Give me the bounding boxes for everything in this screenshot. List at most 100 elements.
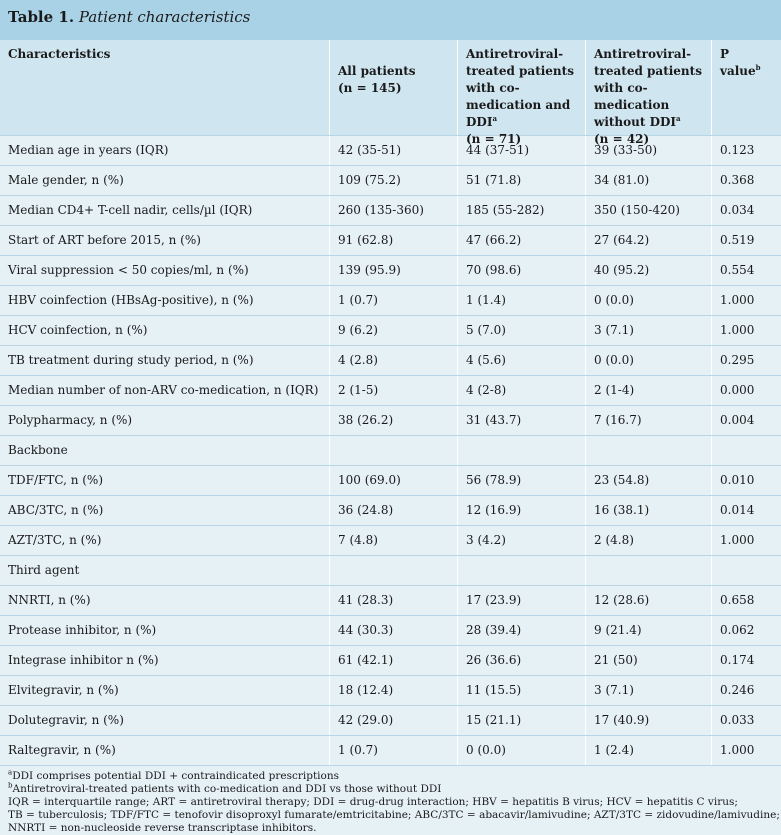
footnote: TB = tuberculosis; TDF/FTC = tenofovir d… (8, 809, 780, 821)
cell-all-patients: 1 (0.7) (330, 736, 458, 765)
table-row: ABC/3TC, n (%) 36 (24.8) 12 (16.9) 16 (38.1… (0, 496, 781, 526)
row-label: Start of ART before 2015, n (%) (0, 226, 330, 255)
cell-with-ddi: 31 (43.7) (458, 406, 586, 435)
cell-all-patients: 44 (30.3) (330, 616, 458, 645)
header-characteristics: Characteristics (0, 40, 330, 135)
cell-without-ddi (586, 556, 712, 585)
cell-with-ddi: 51 (71.8) (458, 166, 586, 195)
cell-all-patients: 91 (62.8) (330, 226, 458, 255)
cell-with-ddi: 28 (39.4) (458, 616, 586, 645)
table-row: Integrase inhibitor n (%) 61 (42.1) 26 (36… (0, 646, 781, 676)
row-label: Dolutegravir, n (%) (0, 706, 330, 735)
row-label: HBV coinfection (HBsAg-positive), n (%) (0, 286, 330, 315)
cell-with-ddi: 4 (2-8) (458, 376, 586, 405)
cell-all-patients: 1 (0.7) (330, 286, 458, 315)
cell-all-patients (330, 436, 458, 465)
cell-p-value: 0.034 (720, 203, 755, 217)
cell-with-ddi: 0 (0.0) (458, 736, 586, 765)
row-label: TDF/FTC, n (%) (0, 466, 330, 495)
cell-without-ddi: 39 (33-50) (586, 136, 712, 165)
cell-without-ddi: 16 (38.1) (586, 496, 712, 525)
cell-all-patients: 260 (135-360) (330, 196, 458, 225)
table-row: Polypharmacy, n (%) 38 (26.2) 31 (43.7) 7 (… (0, 406, 781, 436)
cell-all-patients: 42 (35-51) (330, 136, 458, 165)
cell-with-ddi: 44 (37-51) (458, 136, 586, 165)
cell-without-ddi: 1 (2.4) (586, 736, 712, 765)
table-row: HCV coinfection, n (%) 9 (6.2) 5 (7.0) 3 (7… (0, 316, 781, 346)
row-label: Median age in years (IQR) (0, 136, 330, 165)
row-label: Integrase inhibitor n (%) (0, 646, 330, 675)
table-row: Third agent (0, 556, 781, 586)
cell-all-patients: 61 (42.1) (330, 646, 458, 675)
table-row: HBV coinfection (HBsAg-positive), n (%) 1… (0, 286, 781, 316)
cell-all-patients: 7 (4.8) (330, 526, 458, 555)
cell-p-value: 1.000 (720, 533, 755, 547)
cell-without-ddi: 7 (16.7) (586, 406, 712, 435)
table-row: Protease inhibitor, n (%) 44 (30.3) 28 (39… (0, 616, 781, 646)
cell-all-patients: 38 (26.2) (330, 406, 458, 435)
row-label: Raltegravir, n (%) (0, 736, 330, 765)
cell-all-patients: 41 (28.3) (330, 586, 458, 615)
cell-all-patients: 2 (1-5) (330, 376, 458, 405)
row-label: Elvitegravir, n (%) (0, 676, 330, 705)
row-label: TB treatment during study period, n (%) (0, 346, 330, 375)
cell-p-value: 0.062 (720, 623, 755, 637)
cell-p-value: 0.174 (720, 653, 755, 667)
header-p-value: P valueb (720, 47, 761, 78)
cell-with-ddi: 3 (4.2) (458, 526, 586, 555)
cell-without-ddi: 3 (7.1) (586, 316, 712, 345)
cell-with-ddi: 11 (15.5) (458, 676, 586, 705)
cell-p-value: 0.554 (720, 263, 755, 277)
cell-p-value: 0.004 (720, 413, 755, 427)
table-row: Median age in years (IQR) 42 (35-51) 44 (3… (0, 136, 781, 166)
table-row: TDF/FTC, n (%) 100 (69.0) 56 (78.9) 23 (54.… (0, 466, 781, 496)
cell-with-ddi: 17 (23.9) (458, 586, 586, 615)
cell-p-value: 1.000 (720, 323, 755, 337)
cell-with-ddi: 70 (98.6) (458, 256, 586, 285)
row-label: ABC/3TC, n (%) (0, 496, 330, 525)
cell-all-patients: 36 (24.8) (330, 496, 458, 525)
table-row: Male gender, n (%) 109 (75.2) 51 (71.8) 34 … (0, 166, 781, 196)
cell-p-value: 0.368 (720, 173, 755, 187)
cell-without-ddi: 350 (150-420) (586, 196, 712, 225)
footnote: IQR = interquartile range; ART = antiret… (8, 796, 738, 808)
cell-with-ddi: 12 (16.9) (458, 496, 586, 525)
cell-without-ddi: 17 (40.9) (586, 706, 712, 735)
cell-without-ddi: 23 (54.8) (586, 466, 712, 495)
footnote: aDDI comprises potential DDI + contraind… (8, 768, 339, 782)
cell-all-patients: 4 (2.8) (330, 346, 458, 375)
table-row: Elvitegravir, n (%) 18 (12.4) 11 (15.5) 3 (… (0, 676, 781, 706)
cell-with-ddi: 26 (36.6) (458, 646, 586, 675)
cell-without-ddi: 40 (95.2) (586, 256, 712, 285)
footnote: bAntiretroviral-treated patients with co… (8, 781, 442, 795)
row-label: NNRTI, n (%) (0, 586, 330, 615)
table-row: Backbone (0, 436, 781, 466)
header-all-patients: All patients (n = 145) (330, 40, 458, 135)
table-row: Dolutegravir, n (%) 42 (29.0) 15 (21.1) 17 … (0, 706, 781, 736)
row-label: Median CD4+ T-cell nadir, cells/µl (IQR) (0, 196, 330, 225)
row-label: AZT/3TC, n (%) (0, 526, 330, 555)
cell-p-value (712, 556, 781, 585)
cell-p-value: 0.519 (720, 233, 755, 247)
table-caption: Table 1. Patient characteristics (0, 0, 781, 40)
cell-with-ddi: 5 (7.0) (458, 316, 586, 345)
cell-p-value: 0.123 (720, 143, 755, 157)
cell-without-ddi: 27 (64.2) (586, 226, 712, 255)
cell-without-ddi: 3 (7.1) (586, 676, 712, 705)
cell-with-ddi (458, 556, 586, 585)
cell-p-value: 0.010 (720, 473, 755, 487)
row-label: Median number of non-ARV co-medication, … (0, 376, 330, 405)
header-with-ddi: Antiretroviral-treated patients with co-… (458, 40, 586, 146)
cell-p-value: 0.658 (720, 593, 755, 607)
table-header: Characteristics All patients (n = 145) A… (0, 40, 781, 146)
row-label: Protease inhibitor, n (%) (0, 616, 330, 645)
cell-all-patients (330, 556, 458, 585)
cell-p-value: 0.295 (720, 353, 755, 367)
row-label: Third agent (0, 556, 330, 585)
cell-without-ddi: 9 (21.4) (586, 616, 712, 645)
cell-without-ddi: 2 (1-4) (586, 376, 712, 405)
cell-p-value: 1.000 (720, 743, 755, 757)
cell-p-value (712, 436, 781, 465)
cell-with-ddi: 56 (78.9) (458, 466, 586, 495)
table-row: Raltegravir, n (%) 1 (0.7) 0 (0.0) 1 (2.4) 1… (0, 736, 781, 766)
